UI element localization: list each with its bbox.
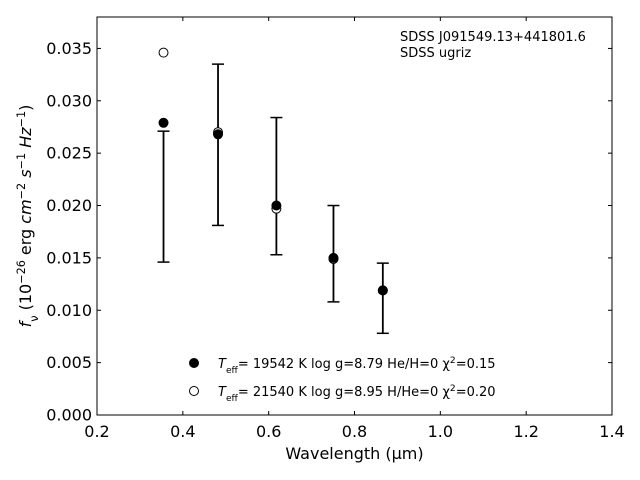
ylabel-text: )	[16, 105, 35, 111]
y-tick-label: 0.025	[46, 144, 92, 163]
legend: Teff= 19542 K log g=8.79 He/H=0 χ2=0.15 …	[189, 356, 496, 404]
y-tick-label: 0.020	[46, 196, 92, 215]
y-axis-label: fν (10−26 erg cm−2 s−1 Hz−1)	[15, 105, 41, 328]
x-tick-label: 1.4	[599, 422, 624, 441]
y-tick-label: 0.035	[46, 39, 92, 58]
point-open	[158, 47, 169, 58]
legend-eff: eff	[226, 366, 239, 376]
legend-teff: T	[218, 357, 227, 372]
legend-marker-open	[189, 386, 199, 396]
x-tick-label: 0.4	[170, 422, 195, 441]
point-filled	[271, 200, 282, 211]
legend-label-open: Teff= 21540 K log g=8.95 H/He=0 χ2=0.20	[218, 384, 496, 404]
ylabel-exp: −1	[15, 153, 28, 170]
x-axis-ticks: 0.2 0.4 0.6 0.8 1.0 1.2 1.4	[84, 17, 625, 441]
ylabel-text: (10	[16, 284, 35, 316]
ylabel-exp: −2	[15, 183, 28, 200]
legend-teff: T	[218, 385, 227, 400]
ylabel-exp: −26	[15, 260, 28, 284]
legend-eff: eff	[226, 394, 239, 404]
annotation-line-2: SDSS ugriz	[400, 46, 471, 61]
point-filled	[328, 252, 339, 263]
y-tick-label: 0.000	[46, 406, 92, 425]
y-tick-label: 0.015	[46, 248, 92, 267]
error-bars	[157, 63, 389, 335]
ylabel-hz: Hz	[16, 127, 35, 153]
annotation: SDSS J091549.13+441801.6 SDSS ugriz	[400, 30, 586, 61]
plot-frame	[96, 16, 613, 416]
y-tick-label: 0.030	[46, 91, 92, 110]
x-tick-label: 0.6	[256, 422, 281, 441]
x-tick-label: 0.2	[84, 422, 109, 441]
y-tick-label: 0.010	[46, 301, 92, 320]
point-filled	[213, 129, 224, 140]
x-tick-label: 1.0	[428, 422, 453, 441]
legend-marker-filled	[189, 358, 199, 368]
point-filled	[158, 117, 169, 128]
ylabel-f: f	[16, 319, 35, 327]
ylabel-nu: ν	[28, 315, 41, 321]
legend-text: =0.15	[456, 357, 496, 372]
ylabel-exp: −1	[15, 111, 28, 128]
legend-text: =0.20	[456, 385, 496, 400]
x-tick-label: 1.2	[513, 422, 538, 441]
ylabel-text: erg	[16, 224, 35, 260]
data-points	[158, 47, 388, 296]
x-tick-label: 0.8	[342, 422, 367, 441]
point-filled	[377, 285, 388, 296]
legend-chi-exp: 2	[450, 356, 456, 366]
legend-chi-exp: 2	[450, 384, 456, 394]
x-axis-label: Wavelength (μm)	[285, 444, 423, 463]
legend-label-filled: Teff= 19542 K log g=8.79 He/H=0 χ2=0.15	[218, 356, 496, 376]
y-axis-ticks: 0.000 0.005 0.010 0.015 0.020 0.025 0.030 0.035	[46, 39, 612, 425]
annotation-line-1: SDSS J091549.13+441801.6	[400, 30, 586, 45]
legend-text: = 21540 K log g=8.95 H/He=0 χ	[238, 385, 451, 400]
legend-text: = 19542 K log g=8.79 He/H=0 χ	[238, 357, 451, 372]
y-tick-label: 0.005	[46, 353, 92, 372]
ylabel-s: s	[16, 169, 35, 182]
ylabel-cm: cm	[16, 199, 35, 223]
